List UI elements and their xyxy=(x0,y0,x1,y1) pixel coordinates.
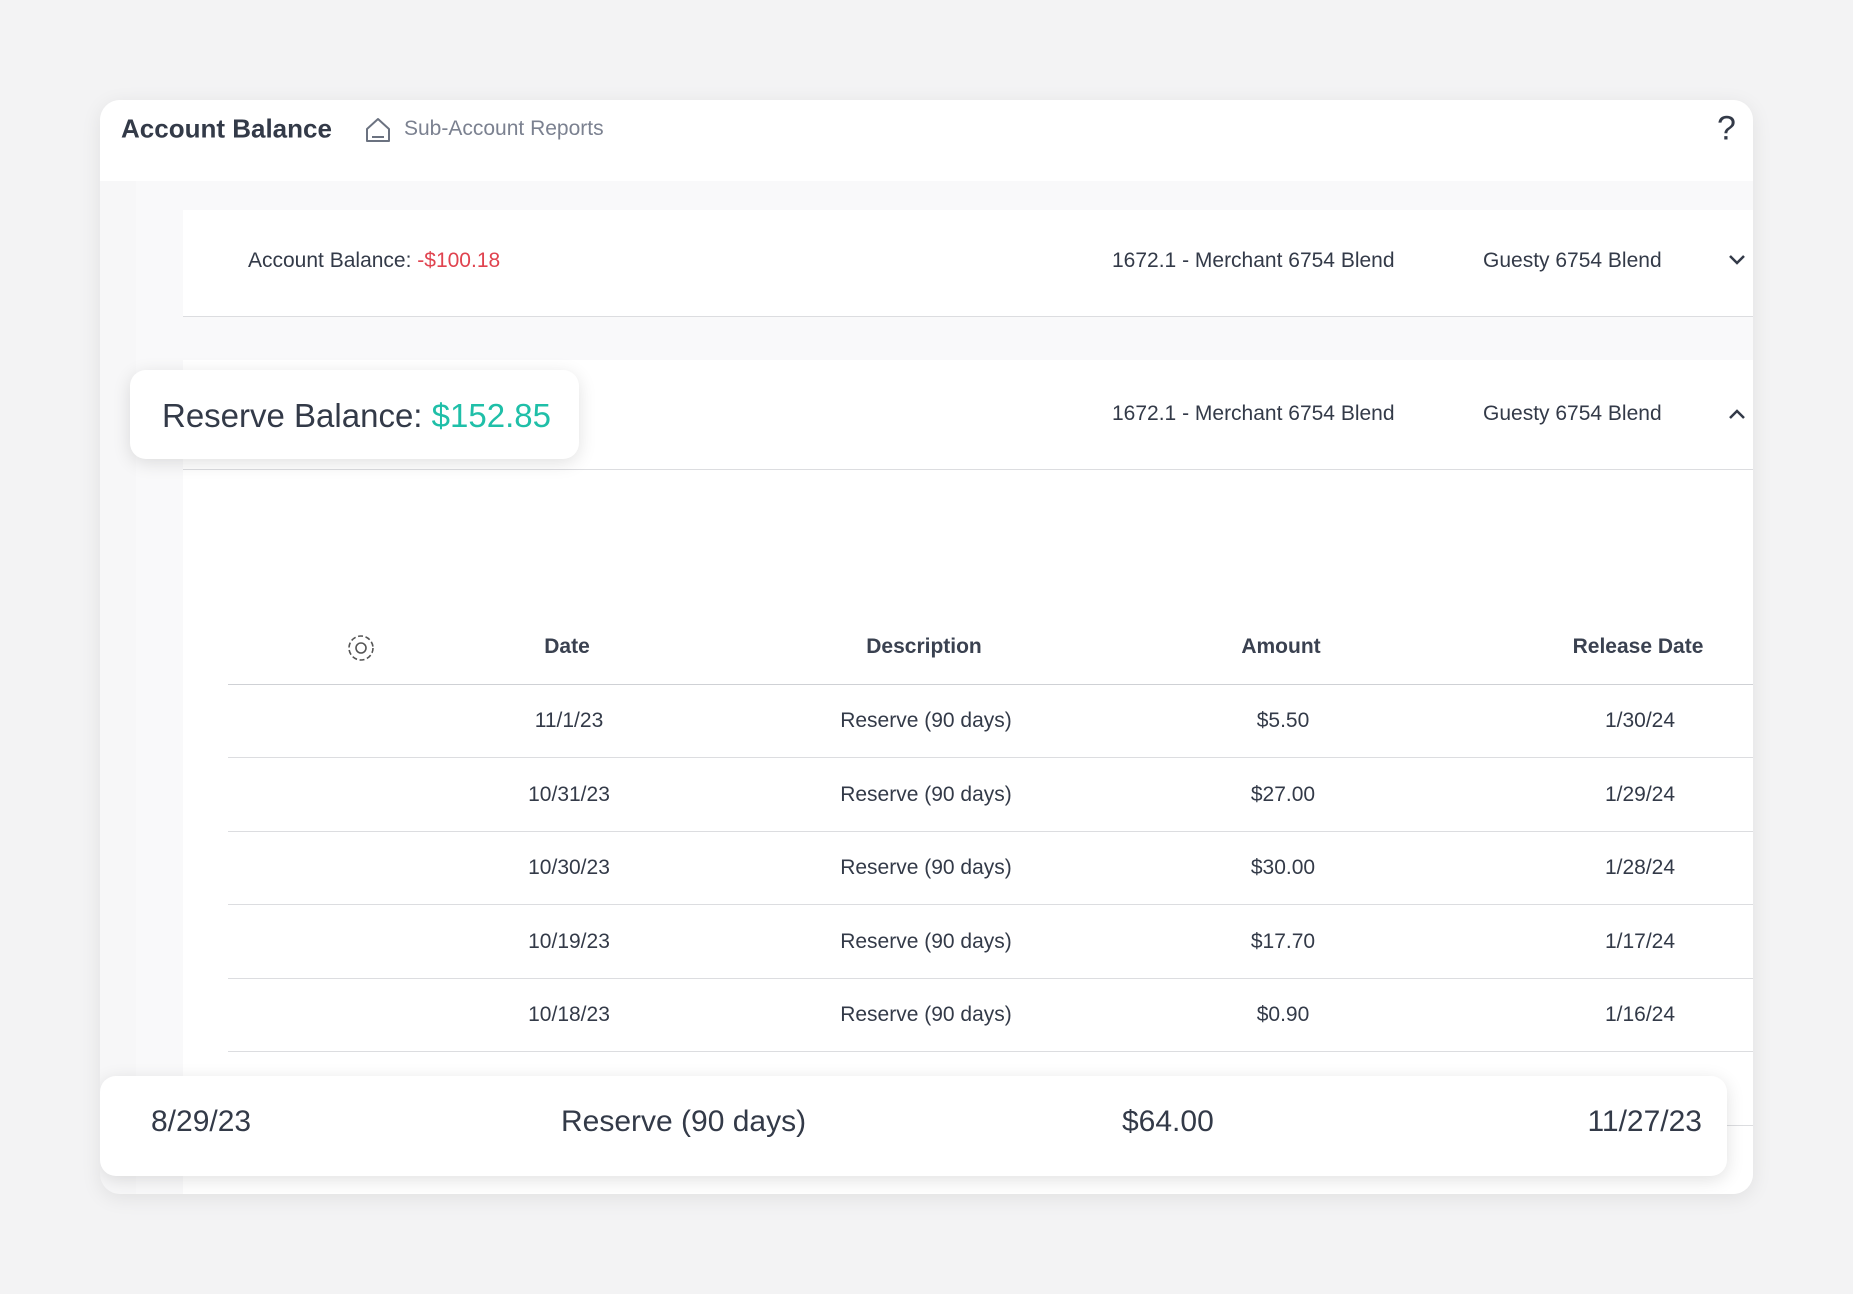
merchant: 1672.1 - Merchant 6754 Blend xyxy=(1112,402,1395,425)
row-line xyxy=(228,977,1753,979)
column-header: Date xyxy=(544,635,590,658)
highlight-amount: $64.00 xyxy=(1122,1105,1214,1138)
reserve-name: Guesty 6754 Blend xyxy=(1483,402,1662,425)
release-date-cell: 1/17/24 xyxy=(1604,929,1676,953)
row-line xyxy=(228,757,1753,758)
date-cell: 11/1/23 xyxy=(534,709,604,732)
column-header: Description xyxy=(866,635,982,658)
description-cell: Reserve (90 days) xyxy=(840,1003,1012,1026)
account-label-text: Account Balance: xyxy=(248,249,412,272)
description-cell: Reserve (90 days) xyxy=(840,709,1012,732)
page-title: Account Balance xyxy=(121,113,332,144)
date-cell: 10/19/23 xyxy=(528,929,610,953)
description-cell: Reserve (90 days) xyxy=(840,856,1012,879)
reserve-table: Date Description Amount Release Date 11/1/23… xyxy=(183,360,1753,1194)
date-cell: 10/31/23 xyxy=(528,782,610,806)
reserve-value: $152.85 xyxy=(431,397,551,434)
home-icon xyxy=(366,118,390,142)
release-date-cell: 1/30/24 xyxy=(1604,709,1676,732)
description-cell: Reserve (90 days) xyxy=(840,782,1012,806)
amount-cell: $27.00 xyxy=(1250,782,1316,806)
date-cell: 10/30/23 xyxy=(528,856,610,879)
highlight-row: 8/29/23 Reserve (90 days) $64.00 11/27/2… xyxy=(100,1076,1727,1176)
row-line xyxy=(228,830,1753,832)
merchant: 1672.1 - Merchant 6754 Blend xyxy=(1112,249,1395,272)
account-name: Guesty 6754 Blend xyxy=(1483,249,1662,272)
account-value: -$100.18 xyxy=(417,249,501,272)
row-line xyxy=(228,1051,1753,1052)
highlight-release-date: 11/27/23 xyxy=(1587,1105,1702,1138)
highlight-date: 8/29/23 xyxy=(151,1105,252,1138)
header-line xyxy=(228,684,1753,685)
header: Account Balance Sub-Account Reports ? xyxy=(100,100,1753,181)
amount-cell: $5.50 xyxy=(1256,709,1310,732)
account-row[interactable]: Account Balance: -$100.18 1672.1 - Merch… xyxy=(183,210,1753,317)
breadcrumb[interactable]: Sub-Account Reports xyxy=(404,117,604,140)
help-button[interactable]: ? xyxy=(1717,109,1736,148)
release-date-cell: 1/29/24 xyxy=(1604,782,1676,806)
reserve-label-text: Reserve Balance: xyxy=(162,397,423,434)
release-date-cell: 1/28/24 xyxy=(1604,856,1676,879)
release-date-cell: 1/16/24 xyxy=(1604,1003,1676,1026)
amount-cell: $0.90 xyxy=(1256,1003,1310,1026)
date-cell: 10/18/23 xyxy=(528,1003,610,1026)
chevron-down[interactable] xyxy=(1727,252,1747,268)
column-header: Release Date xyxy=(1572,635,1704,658)
main-card: Account Balance Sub-Account Reports ? Ac… xyxy=(100,100,1753,1194)
reserve-panel: 1672.1 - Merchant 6754 Blend Guesty 6754… xyxy=(183,360,1753,1194)
divider xyxy=(183,316,1753,317)
row-line xyxy=(228,904,1753,905)
reserve-label: Reserve Balance: $152.85 xyxy=(162,397,551,435)
column-header: Amount xyxy=(1241,635,1321,658)
description-cell: Reserve (90 days) xyxy=(840,929,1012,953)
account-label: Account Balance: -$100.18 xyxy=(248,249,500,273)
reserve-callout: Reserve Balance: $152.85 xyxy=(130,370,579,459)
amount-cell: $17.70 xyxy=(1250,929,1316,953)
settings-icon[interactable] xyxy=(344,631,378,665)
divider xyxy=(183,469,1753,470)
highlight-description: Reserve (90 days) xyxy=(561,1105,807,1138)
amount-cell: $30.00 xyxy=(1250,856,1316,879)
chevron-up[interactable] xyxy=(1727,406,1747,422)
